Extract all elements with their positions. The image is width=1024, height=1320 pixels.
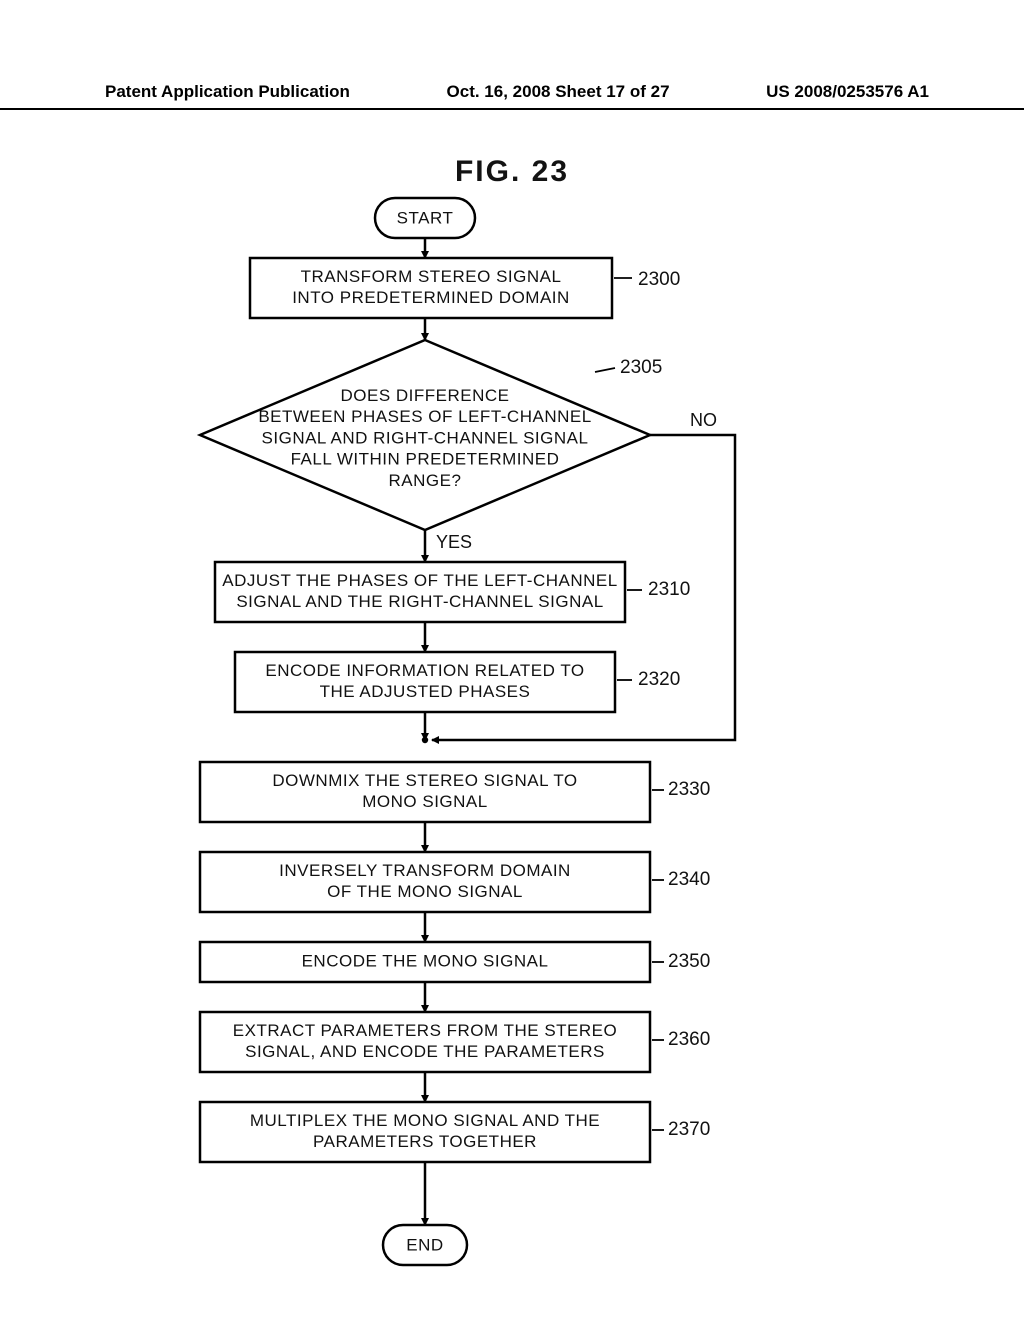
merge-dot (422, 737, 428, 743)
process-b2360-line-1: SIGNAL, AND ENCODE THE PARAMETERS (245, 1042, 605, 1061)
ref-2300: 2300 (638, 269, 680, 290)
ref-leader-1 (595, 368, 615, 372)
process-b2300-line-1: INTO PREDETERMINED DOMAIN (292, 288, 570, 307)
ref-2350: 2350 (668, 951, 710, 972)
end-label: END (406, 1235, 443, 1254)
process-b2350-line-0: ENCODE THE MONO SIGNAL (302, 951, 549, 970)
process-b2310-line-1: SIGNAL AND THE RIGHT-CHANNEL SIGNAL (236, 592, 603, 611)
decision-2305-line-4: RANGE? (389, 471, 462, 490)
page: Patent Application Publication Oct. 16, … (0, 0, 1024, 1320)
ref-2305: 2305 (620, 357, 662, 378)
process-b2300-line-0: TRANSFORM STEREO SIGNAL (301, 267, 562, 286)
ref-2360: 2360 (668, 1029, 710, 1050)
decision-2305-line-0: DOES DIFFERENCE (340, 386, 509, 405)
process-b2340-line-0: INVERSELY TRANSFORM DOMAIN (279, 861, 571, 880)
ref-2330: 2330 (668, 779, 710, 800)
yes-label: YES (436, 532, 472, 552)
process-b2360-line-0: EXTRACT PARAMETERS FROM THE STEREO (233, 1021, 617, 1040)
start-label: START (397, 208, 454, 227)
no-label: NO (690, 410, 717, 430)
ref-2320: 2320 (638, 669, 680, 690)
process-b2310-line-0: ADJUST THE PHASES OF THE LEFT-CHANNEL (222, 571, 617, 590)
process-b2370-line-0: MULTIPLEX THE MONO SIGNAL AND THE (250, 1111, 600, 1130)
process-b2370-line-1: PARAMETERS TOGETHER (313, 1132, 537, 1151)
flowchart: START END TRANSFORM STEREO SIGNAL INTO PRED… (0, 0, 1024, 1320)
decision-2305-line-2: SIGNAL AND RIGHT-CHANNEL SIGNAL (262, 428, 589, 447)
process-b2330-line-1: MONO SIGNAL (362, 792, 487, 811)
decision-2305-line-3: FALL WITHIN PREDETERMINED (291, 450, 560, 469)
ref-2310: 2310 (648, 579, 690, 600)
ref-2340: 2340 (668, 869, 710, 890)
process-b2330-line-0: DOWNMIX THE STEREO SIGNAL TO (272, 771, 577, 790)
ref-2370: 2370 (668, 1119, 710, 1140)
process-b2320-line-1: THE ADJUSTED PHASES (320, 682, 531, 701)
process-b2320-line-0: ENCODE INFORMATION RELATED TO (265, 661, 584, 680)
decision-2305-line-1: BETWEEN PHASES OF LEFT-CHANNEL (258, 407, 591, 426)
process-b2340-line-1: OF THE MONO SIGNAL (327, 882, 523, 901)
